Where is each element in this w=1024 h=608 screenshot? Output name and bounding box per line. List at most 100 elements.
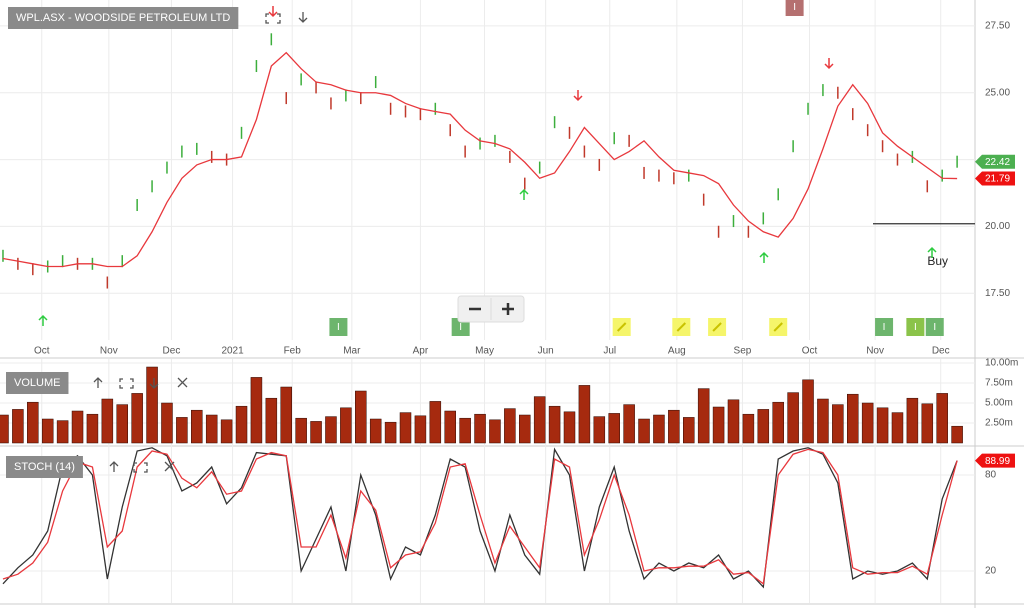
price-bar [866,124,869,137]
zoom-in-button[interactable] [502,303,514,315]
expand-icon[interactable] [133,462,148,473]
volume-bar [578,385,591,444]
volume-bar [340,407,352,444]
x-tick-label: Nov [866,346,884,357]
price-bar [762,212,765,225]
buy-arrow [927,246,937,258]
volume-bar [683,417,695,444]
price-bar [807,102,809,115]
sell-arrow [573,90,583,102]
price-bar [464,145,466,158]
x-tick-label: Apr [413,346,429,357]
volume-bar [817,398,829,444]
event-label: I [933,322,936,333]
volume-bar [280,386,292,444]
price-bar [449,124,451,137]
note-icon [712,322,722,332]
price-bar [330,97,332,110]
volume-bar [235,405,248,444]
price-bar [166,161,168,174]
note-icon [616,322,627,332]
price-bar [941,169,943,182]
volume-bar [563,411,576,444]
volume-bar [176,417,188,444]
event-label: I [914,322,917,333]
y-tick-label: 20.00 [985,221,1010,232]
panel-title: VOLUME [14,377,60,389]
price-bar [732,215,735,228]
x-tick-label: Feb [284,346,302,357]
event-marker [906,318,925,336]
volume-bar [861,402,874,444]
volume-bar [519,414,531,444]
x-tick-label: Sep [734,346,752,357]
value-tag [975,453,1015,468]
panel-title-box [8,7,239,29]
note-icon [773,322,783,332]
sell-arrow [824,58,834,70]
sell-arrow [268,6,278,18]
volume-bar [205,414,218,444]
price-bar [61,255,64,268]
volume-bar [474,413,486,444]
panel-title: WPL.ASX - WOODSIDE PETROLEUM LTD [16,12,230,24]
volume-bar [310,421,322,444]
volume-bar [951,425,963,444]
move-up-icon[interactable] [93,377,103,388]
price-bar [658,169,660,182]
price-bar [553,116,556,129]
price-bar [673,172,675,185]
price-bar [852,108,854,121]
event-label: I [337,322,340,333]
expand-icon[interactable] [119,378,134,389]
x-tick-label: Aug [668,346,686,357]
y-tick-label: 25.00 [985,87,1010,98]
volume-bar [220,419,233,444]
price-bar [196,142,198,155]
volume-bar [891,412,904,444]
price-bar [956,155,958,168]
price-bar [777,188,779,201]
volume-bar [459,417,471,444]
move-down-icon[interactable] [149,378,159,389]
price-bar [628,134,630,147]
x-tick-label: Dec [932,346,950,357]
expand-icon[interactable] [265,13,281,24]
volume-bar [787,392,799,444]
value-tag-label: 88.99 [985,456,1010,467]
move-down-icon[interactable] [298,12,308,23]
volume-bar [504,408,516,444]
x-tick-label: Oct [34,346,50,357]
volume-bar [56,420,69,444]
volume-bar [250,377,263,444]
price-bar [613,132,615,145]
volume-bar [742,413,755,444]
close-icon[interactable] [177,377,188,388]
event-label: I [883,322,886,333]
volume-bar [399,412,412,444]
volume-bar [668,409,680,444]
x-tick-label: Mar [343,346,361,357]
volume-bar [41,418,54,444]
y-tick-label: 20 [985,566,997,577]
volume-bar [429,401,442,444]
panel-title-box [6,372,69,394]
price-bar [717,225,720,238]
signal-arrows [38,6,937,326]
price-bar [285,92,287,105]
price-bar [121,255,123,268]
price-bar [106,276,109,289]
price-bar [494,134,496,147]
price-bar [32,263,34,276]
value-tag-label: 21.79 [985,174,1010,185]
event-label: I [459,322,462,333]
series-line [2,448,958,585]
move-up-icon[interactable] [109,461,119,472]
price-bar [434,102,437,115]
price-bar [345,89,347,102]
buy-arrow [759,251,769,263]
volume-bar [27,401,39,444]
close-icon[interactable] [164,461,175,472]
volume-bar [265,397,278,444]
